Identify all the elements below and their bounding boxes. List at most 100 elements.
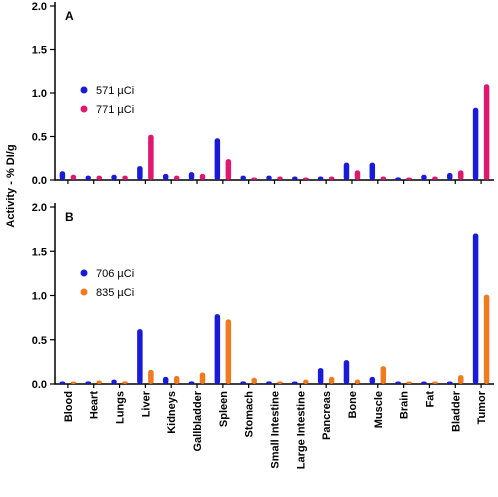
panel-b-bar-bone-series-2 bbox=[354, 379, 361, 384]
panel-a-legend-label-2: 771 µCi bbox=[96, 104, 134, 116]
panel-a-bar-tumor-series-2 bbox=[483, 84, 490, 180]
panel-a-bar-small-intestine-series-1 bbox=[266, 175, 272, 180]
panel-a-bar-liver-series-2 bbox=[148, 134, 154, 180]
panel-b-legend-marker-2 bbox=[80, 288, 88, 296]
panel-b-bar-fat-series-2 bbox=[432, 381, 438, 384]
panel-b-bar-tumor-series-2 bbox=[483, 294, 490, 384]
panel-a-bar-fat-series-1 bbox=[421, 174, 427, 180]
panel-b-bar-stomach-series-1 bbox=[240, 381, 246, 384]
category-label: Tumor bbox=[476, 390, 488, 424]
category-label: Bladder bbox=[450, 390, 462, 432]
panel-b-y-tick-label: 1.0 bbox=[32, 291, 47, 303]
panel-a-bar-gallbladder-series-2 bbox=[199, 173, 206, 180]
panel-a-bar-brain-series-1 bbox=[395, 177, 401, 180]
panel-b-bar-gallbladder-series-1 bbox=[188, 381, 195, 384]
panel-a-bar-bladder-series-2 bbox=[458, 170, 464, 180]
panel-a-bar-heart-series-2 bbox=[96, 175, 102, 180]
panel-a-legend-marker-2 bbox=[80, 105, 88, 113]
category-label: Muscle bbox=[373, 391, 385, 428]
panel-b-bar-pancreas-series-1 bbox=[317, 368, 324, 384]
panel-a-y-tick-label: 1.0 bbox=[32, 88, 47, 100]
panel-b-bar-brain-series-2 bbox=[406, 381, 412, 384]
panel-a-y-tick-label: 2.0 bbox=[32, 1, 47, 13]
panel-b-legend-label-2: 835 µCi bbox=[96, 287, 134, 299]
panel-b-bar-spleen-series-1 bbox=[214, 314, 221, 384]
panel-b-bar-lungs-series-1 bbox=[111, 379, 117, 384]
panel-b-bar-tumor-series-1 bbox=[472, 233, 479, 384]
category-label: Kidneys bbox=[166, 391, 178, 434]
panel-b-y-tick-label: 2.0 bbox=[32, 202, 47, 214]
panel-b-bar-brain-series-1 bbox=[395, 381, 401, 384]
panel-a-y-tick-label: 1.5 bbox=[32, 45, 47, 57]
panel-b-bar-liver-series-2 bbox=[148, 369, 154, 384]
category-label: Lungs bbox=[115, 391, 127, 424]
category-label: Brain bbox=[399, 391, 411, 419]
panel-a-y-tick-label: 0.5 bbox=[32, 132, 47, 144]
panel-a-bar-blood-series-1 bbox=[59, 171, 66, 180]
panel-b-y-tick-label: 0.0 bbox=[32, 379, 47, 391]
panel-a-bar-large-intestine-series-1 bbox=[292, 176, 298, 180]
panel-a-y-tick-label: 0.0 bbox=[32, 175, 47, 187]
panel-b-bar-blood-series-1 bbox=[59, 381, 66, 384]
category-label: Pancreas bbox=[321, 391, 333, 440]
panel-a-chart: 0.0 0.5 1.0 1.5 2.0 A 571 µCi 771 µCi bbox=[32, 1, 494, 187]
panel-a-bar-heart-series-1 bbox=[85, 175, 91, 180]
panel-b-bar-small-intestine-series-2 bbox=[277, 381, 283, 384]
panel-b-bar-bladder-series-2 bbox=[458, 375, 464, 384]
panel-b-legend-label-1: 706 µCi bbox=[96, 268, 134, 280]
panel-a-bar-tumor-series-1 bbox=[472, 107, 479, 180]
category-label: Bone bbox=[347, 391, 359, 419]
panel-b-y-tick-label: 0.5 bbox=[32, 335, 47, 347]
panel-b-legend-marker-1 bbox=[80, 269, 88, 277]
panel-a-bar-spleen-series-2 bbox=[225, 159, 232, 180]
panel-a-bar-blood-series-2 bbox=[70, 174, 77, 180]
panel-a-bar-stomach-series-1 bbox=[240, 175, 246, 180]
category-label: Stomach bbox=[244, 391, 256, 438]
panel-a-bar-lungs-series-2 bbox=[122, 175, 128, 180]
panel-b-bar-spleen-series-2 bbox=[225, 319, 232, 384]
panel-b-bar-heart-series-2 bbox=[96, 380, 102, 384]
panel-b-label: B bbox=[65, 210, 74, 224]
category-label: Spleen bbox=[218, 391, 230, 427]
category-label: Fat bbox=[424, 391, 436, 408]
category-label: Large Intestine bbox=[295, 391, 307, 469]
category-label: Blood bbox=[63, 391, 75, 422]
panel-b-bar-lungs-series-2 bbox=[122, 381, 128, 384]
panel-a-bar-muscle-series-2 bbox=[380, 176, 387, 180]
panel-a-bar-small-intestine-series-2 bbox=[277, 176, 283, 180]
category-label: Heart bbox=[89, 391, 101, 419]
panel-b-bar-bladder-series-1 bbox=[447, 381, 453, 384]
panel-b-bar-gallbladder-series-2 bbox=[199, 372, 206, 384]
panel-a-bar-lungs-series-1 bbox=[111, 174, 117, 180]
panel-a-bar-bone-series-2 bbox=[354, 170, 361, 180]
panel-b-bar-heart-series-1 bbox=[85, 381, 91, 384]
panel-b-chart: 0.0 0.5 1.0 1.5 2.0 B 706 µCi 835 µCi bbox=[32, 202, 494, 391]
category-labels: Blood Heart Lungs Liver Kidneys Gallbladder Sp… bbox=[63, 390, 488, 469]
panel-a-bar-pancreas-series-2 bbox=[328, 176, 335, 180]
panel-a-bar-large-intestine-series-2 bbox=[303, 177, 309, 180]
category-label: Liver bbox=[140, 390, 152, 417]
panel-a-bar-bone-series-1 bbox=[343, 162, 350, 180]
panel-b-bar-bone-series-1 bbox=[343, 360, 350, 384]
panel-b-bar-liver-series-1 bbox=[137, 329, 143, 384]
panel-b-bar-stomach-series-2 bbox=[251, 377, 257, 384]
panel-a-bar-fat-series-2 bbox=[432, 176, 438, 180]
panel-a-bar-brain-series-2 bbox=[406, 177, 412, 180]
panel-b-y-tick-label: 1.5 bbox=[32, 246, 47, 258]
panel-b-bar-kidneys-series-1 bbox=[162, 376, 169, 384]
category-label: Small Intestine bbox=[270, 391, 282, 469]
panel-a-bar-kidneys-series-2 bbox=[173, 175, 180, 180]
panel-b-bar-blood-series-2 bbox=[70, 381, 77, 384]
panel-b-bar-muscle-series-2 bbox=[380, 366, 387, 384]
panel-a-bar-liver-series-1 bbox=[137, 166, 143, 180]
panel-b-bar-large-intestine-series-2 bbox=[303, 379, 309, 384]
panel-b-bar-pancreas-series-2 bbox=[328, 376, 335, 384]
panel-b-bar-fat-series-1 bbox=[421, 381, 427, 384]
y-axis-title: Activity - % DI/g bbox=[5, 144, 17, 227]
panel-b-bar-large-intestine-series-1 bbox=[292, 381, 298, 384]
panel-a-bar-muscle-series-1 bbox=[369, 162, 376, 180]
panel-a-bar-bladder-series-1 bbox=[447, 173, 453, 180]
panel-b-bar-muscle-series-1 bbox=[369, 376, 376, 384]
panel-a-bar-spleen-series-1 bbox=[214, 138, 221, 180]
